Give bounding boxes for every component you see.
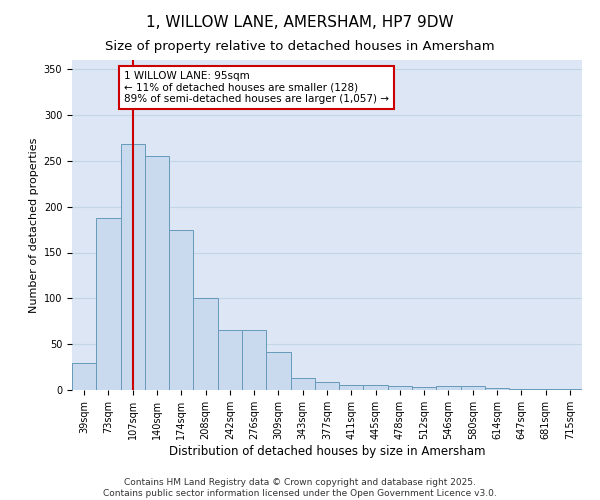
Bar bbox=[72, 362, 96, 390]
Bar bbox=[485, 388, 509, 390]
Bar bbox=[461, 386, 485, 390]
Bar bbox=[218, 330, 242, 390]
Text: Contains HM Land Registry data © Crown copyright and database right 2025.
Contai: Contains HM Land Registry data © Crown c… bbox=[103, 478, 497, 498]
Bar bbox=[145, 156, 169, 390]
Bar bbox=[412, 387, 436, 390]
Bar bbox=[364, 384, 388, 390]
Bar bbox=[96, 218, 121, 390]
Bar bbox=[193, 298, 218, 390]
Bar bbox=[266, 352, 290, 390]
Bar bbox=[533, 389, 558, 390]
Bar bbox=[436, 386, 461, 390]
Bar bbox=[509, 389, 533, 390]
Bar bbox=[242, 330, 266, 390]
Text: 1, WILLOW LANE, AMERSHAM, HP7 9DW: 1, WILLOW LANE, AMERSHAM, HP7 9DW bbox=[146, 15, 454, 30]
Bar bbox=[121, 144, 145, 390]
X-axis label: Distribution of detached houses by size in Amersham: Distribution of detached houses by size … bbox=[169, 444, 485, 458]
Bar bbox=[169, 230, 193, 390]
Text: 1 WILLOW LANE: 95sqm
← 11% of detached houses are smaller (128)
89% of semi-deta: 1 WILLOW LANE: 95sqm ← 11% of detached h… bbox=[124, 71, 389, 104]
Text: Size of property relative to detached houses in Amersham: Size of property relative to detached ho… bbox=[105, 40, 495, 53]
Bar bbox=[388, 386, 412, 390]
Y-axis label: Number of detached properties: Number of detached properties bbox=[29, 138, 40, 312]
Bar bbox=[339, 384, 364, 390]
Bar bbox=[558, 389, 582, 390]
Bar bbox=[290, 378, 315, 390]
Bar bbox=[315, 382, 339, 390]
